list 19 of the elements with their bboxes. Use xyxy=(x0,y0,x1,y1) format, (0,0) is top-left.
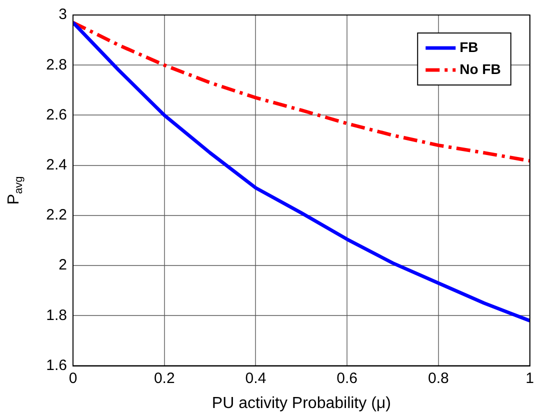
y-tick-label: 2.8 xyxy=(46,56,67,74)
y-tick-label: 1.6 xyxy=(46,356,67,374)
x-tick-label: 1 xyxy=(526,370,534,387)
y-tick-label: 3 xyxy=(58,6,67,24)
x-tick-label: 0 xyxy=(68,370,78,387)
y-tick-label: 2.6 xyxy=(46,106,67,124)
y-tick-label: 2.2 xyxy=(46,206,67,224)
y-tick-label: 2 xyxy=(58,256,67,274)
x-tick-label: 0.4 xyxy=(245,370,266,387)
line-series xyxy=(73,20,530,163)
y-tick-label: 2.4 xyxy=(46,156,67,174)
y-axis-title: Pavg xyxy=(5,176,26,205)
legend-label: No FB xyxy=(460,60,501,77)
y-tick-label: 1.8 xyxy=(46,306,67,324)
x-tick-label: 0.8 xyxy=(428,370,449,387)
x-axis-title: PU activity Probability (μ) xyxy=(212,394,391,412)
legend-label: FB xyxy=(460,38,478,55)
x-tick-label: 0.2 xyxy=(154,370,175,387)
x-tick-label: 0.6 xyxy=(336,370,358,387)
